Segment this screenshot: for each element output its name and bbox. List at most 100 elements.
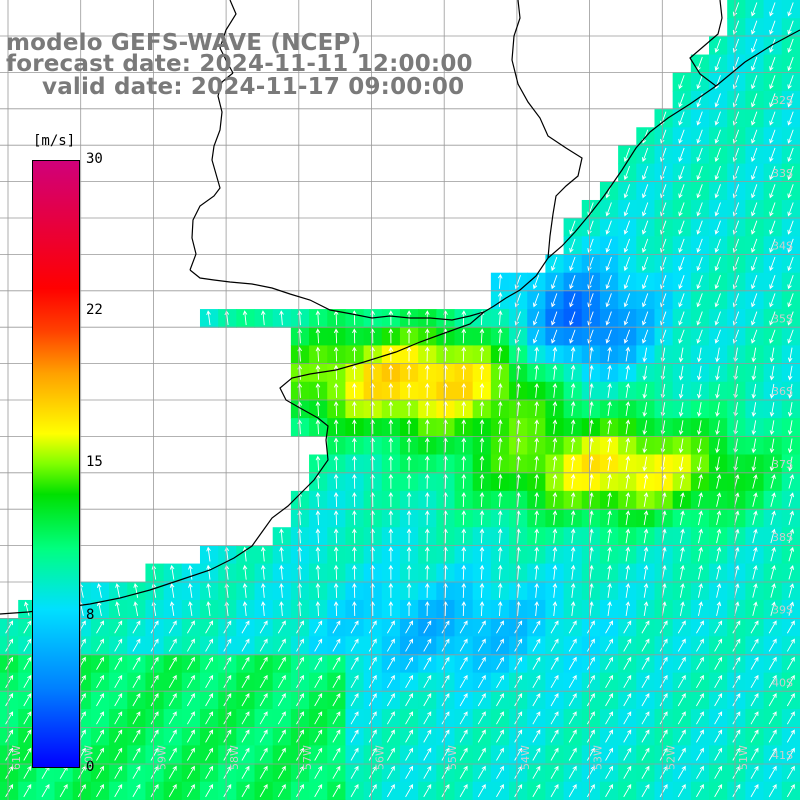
wind-arrow: [678, 111, 685, 126]
wind-arrow: [459, 729, 468, 743]
wind-arrow: [568, 620, 577, 634]
wind-arrow: [277, 674, 286, 689]
wind-arrow: [751, 56, 758, 72]
wind-arrow: [605, 311, 612, 326]
wind-arrow: [752, 510, 758, 526]
wind-arrow: [479, 546, 485, 562]
wind-arrow: [607, 473, 612, 489]
wind-arrow: [260, 564, 266, 580]
wind-arrow: [352, 528, 357, 544]
wind-arrow: [388, 492, 394, 507]
wind-arrow: [5, 674, 14, 689]
wind-arrow: [732, 638, 741, 652]
wind-arrow: [678, 438, 684, 454]
wind-arrow: [497, 382, 503, 398]
wind-arrow: [715, 383, 720, 399]
wind-arrow: [696, 165, 703, 181]
wind-arrow: [388, 510, 394, 526]
wind-arrow: [750, 674, 759, 689]
wind-arrow: [678, 202, 685, 217]
wind-arrow: [787, 383, 793, 399]
wind-arrow: [643, 564, 649, 580]
wind-arrow: [479, 473, 485, 489]
wind-arrow: [315, 601, 321, 617]
wind-arrow: [23, 693, 32, 707]
wind-arrow: [552, 582, 558, 598]
wind-arrow: [641, 747, 650, 761]
wind-arrow: [751, 402, 757, 417]
wind-arrow: [206, 564, 211, 580]
wind-arrow: [461, 510, 467, 526]
wind-arrow: [586, 729, 595, 743]
wind-arrow: [187, 711, 195, 725]
wind-arrow: [661, 564, 667, 580]
wind-arrow: [787, 256, 794, 272]
wind-arrow: [352, 419, 357, 435]
wind-arrow: [479, 528, 485, 544]
wind-arrow: [643, 473, 649, 489]
wind-arrow: [368, 620, 377, 634]
wind-arrow: [642, 383, 648, 399]
wind-arrow: [534, 582, 539, 598]
wind-arrow: [605, 711, 613, 725]
wind-arrow: [277, 620, 286, 634]
wind-arrow: [569, 256, 576, 272]
wind-arrow: [333, 601, 339, 617]
wind-arrow: [589, 528, 594, 544]
wind-arrow: [459, 711, 468, 725]
wind-arrow: [751, 438, 757, 454]
colorbar-tick-0: 0: [86, 759, 95, 775]
wind-arrow: [569, 329, 576, 344]
wind-arrow: [205, 693, 214, 707]
wind-arrow: [368, 693, 377, 707]
wind-arrow: [787, 202, 794, 217]
wind-arrow: [659, 674, 668, 689]
wind-arrow: [532, 783, 541, 798]
wind-arrow: [570, 492, 576, 507]
wind-arrow: [623, 202, 631, 217]
wind-arrow: [623, 729, 632, 743]
wind-arrow: [750, 638, 759, 652]
wind-arrow: [532, 656, 541, 670]
wind-arrow: [96, 656, 104, 670]
wind-arrow: [786, 747, 795, 761]
wind-arrow: [625, 510, 631, 526]
wind-arrow: [697, 347, 702, 363]
wind-arrow: [623, 747, 632, 761]
wind-arrow: [461, 528, 467, 544]
wind-arrow: [405, 765, 414, 779]
wind-arrow: [497, 328, 503, 344]
wind-arrow: [461, 492, 467, 507]
wind-arrow: [96, 729, 104, 743]
wind-arrow: [168, 620, 177, 634]
coastline: [0, 0, 800, 615]
wind-arrow: [679, 510, 685, 526]
wind-arrow: [441, 783, 450, 798]
wind-arrow: [625, 383, 631, 398]
wind-arrow: [570, 528, 576, 544]
wind-arrow: [568, 711, 577, 725]
wind-arrow: [625, 473, 631, 489]
wind-arrow: [697, 456, 702, 472]
wind-arrow: [714, 147, 721, 162]
wind-arrow: [223, 729, 232, 743]
wind-arrow: [715, 456, 720, 472]
wind-arrow: [623, 311, 631, 326]
wind-arrow: [132, 620, 141, 634]
wind-arrow: [352, 382, 357, 398]
wind-arrow: [168, 765, 177, 779]
wind-arrow: [716, 528, 722, 544]
wind-arrow: [333, 473, 339, 489]
wind-arrow: [607, 419, 612, 435]
wind-arrow: [368, 765, 377, 779]
wind-arrow: [441, 711, 450, 725]
wind-arrow: [315, 455, 321, 471]
coastline-outline: [189, 29, 800, 321]
wind-arrow: [259, 729, 268, 743]
wind-arrow: [661, 546, 667, 562]
wind-arrow: [23, 747, 32, 761]
wind-arrow: [352, 455, 357, 471]
wind-arrow: [568, 765, 577, 779]
wind-arrow: [769, 111, 776, 126]
wind-arrow: [532, 293, 540, 308]
